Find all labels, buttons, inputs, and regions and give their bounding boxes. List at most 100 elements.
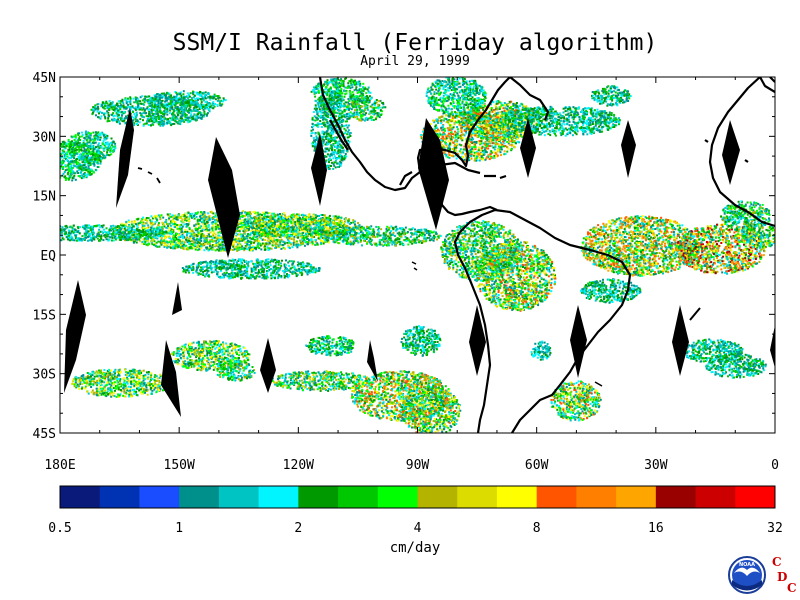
rain-pixel bbox=[157, 100, 160, 103]
rain-pixel bbox=[238, 233, 241, 236]
rain-pixel bbox=[299, 233, 302, 236]
rain-pixel bbox=[48, 148, 50, 150]
rain-pixel bbox=[157, 113, 160, 116]
rain-pixel bbox=[41, 157, 43, 159]
rain-pixel bbox=[193, 113, 196, 116]
rain-pixel bbox=[55, 152, 57, 154]
rain-pixel bbox=[214, 103, 217, 105]
rain-pixel bbox=[296, 215, 299, 218]
rain-pixel bbox=[99, 110, 102, 113]
rain-pixel bbox=[141, 108, 144, 111]
rain-pixel bbox=[182, 93, 185, 96]
rain-pixel bbox=[53, 152, 55, 154]
rain-pixel bbox=[156, 93, 159, 96]
rain-pixel bbox=[279, 241, 282, 244]
rain-pixel bbox=[114, 225, 117, 228]
rain-pixel bbox=[232, 238, 235, 241]
rain-pixel bbox=[124, 97, 127, 100]
rain-pixel bbox=[70, 171, 72, 174]
rain-pixel bbox=[151, 122, 154, 125]
rain-pixel bbox=[251, 230, 254, 233]
rain-pixel bbox=[96, 166, 99, 168]
rain-pixel bbox=[183, 98, 186, 101]
rain-pixel bbox=[189, 232, 192, 235]
rain-pixel bbox=[175, 218, 178, 221]
rain-pixel bbox=[186, 232, 188, 235]
rain-pixel bbox=[170, 233, 173, 236]
rain-pixel bbox=[335, 227, 338, 230]
rain-pixel bbox=[318, 219, 321, 222]
rain-pixel bbox=[160, 100, 163, 103]
rain-pixel bbox=[267, 221, 270, 224]
rain-pixel bbox=[95, 136, 98, 139]
rain-pixel bbox=[186, 217, 189, 220]
rain-pixel bbox=[153, 98, 155, 101]
rain-pixel bbox=[286, 238, 289, 241]
rain-pixel bbox=[296, 223, 299, 226]
rain-pixel bbox=[95, 153, 98, 156]
rain-pixel bbox=[184, 229, 187, 231]
rain-pixel bbox=[93, 160, 96, 163]
rain-pixel bbox=[267, 230, 270, 233]
rain-pixel bbox=[168, 235, 171, 238]
rain-pixel bbox=[182, 119, 185, 122]
rain-pixel bbox=[121, 110, 124, 113]
rain-pixel bbox=[250, 246, 253, 249]
rain-pixel bbox=[148, 117, 150, 120]
rain-pixel bbox=[143, 109, 146, 112]
rain-pixel bbox=[139, 112, 142, 115]
rain-pixel bbox=[104, 112, 107, 115]
rain-pixel bbox=[149, 124, 152, 127]
rain-pixel bbox=[109, 141, 112, 144]
rain-pixel bbox=[274, 215, 277, 218]
rain-pixel bbox=[118, 106, 121, 108]
rain-pixel bbox=[187, 211, 190, 214]
rain-pixel bbox=[297, 232, 300, 235]
rain-pixel bbox=[135, 223, 138, 226]
rain-pixel bbox=[244, 218, 247, 221]
rain-pixel bbox=[390, 241, 393, 244]
rain-pixel bbox=[295, 226, 298, 229]
rain-pixel bbox=[62, 172, 65, 175]
rain-pixel bbox=[197, 93, 200, 96]
rain-pixel bbox=[236, 243, 239, 246]
rain-pixel bbox=[185, 219, 188, 222]
rain-pixel bbox=[71, 179, 74, 182]
rain-pixel bbox=[66, 155, 69, 158]
rain-pixel bbox=[126, 116, 129, 119]
rain-pixel bbox=[51, 160, 53, 162]
rain-pixel bbox=[178, 227, 181, 230]
rain-pixel bbox=[201, 105, 204, 108]
rain-pixel bbox=[298, 224, 301, 226]
rain-pixel bbox=[49, 152, 51, 154]
rain-pixel bbox=[69, 160, 72, 163]
rain-pixel bbox=[204, 216, 207, 219]
rain-pixel bbox=[149, 99, 152, 102]
rain-pixel bbox=[163, 246, 166, 248]
rain-pixel bbox=[86, 159, 89, 162]
rain-pixel bbox=[160, 243, 163, 246]
rain-pixel bbox=[305, 236, 308, 239]
rain-pixel bbox=[99, 117, 102, 120]
rain-pixel bbox=[101, 111, 103, 114]
rain-pixel bbox=[55, 156, 57, 158]
rain-pixel bbox=[321, 217, 324, 219]
rain-pixel bbox=[157, 224, 160, 227]
rain-pixel bbox=[327, 217, 330, 219]
rain-pixel bbox=[189, 106, 192, 109]
rain-pixel bbox=[127, 103, 129, 106]
rain-pixel bbox=[82, 139, 85, 142]
rain-pixel bbox=[205, 230, 208, 233]
rain-pixel bbox=[248, 236, 251, 239]
rain-pixel bbox=[301, 226, 304, 229]
rain-pixel bbox=[291, 215, 294, 218]
rain-pixel bbox=[157, 102, 160, 105]
rain-pixel bbox=[181, 235, 184, 238]
rain-pixel bbox=[55, 170, 57, 172]
rain-pixel bbox=[51, 161, 53, 163]
rain-pixel bbox=[125, 100, 128, 103]
rain-pixel bbox=[212, 217, 215, 220]
rain-pixel bbox=[178, 93, 181, 96]
rain-pixel bbox=[160, 122, 163, 125]
rain-pixel bbox=[81, 166, 84, 169]
